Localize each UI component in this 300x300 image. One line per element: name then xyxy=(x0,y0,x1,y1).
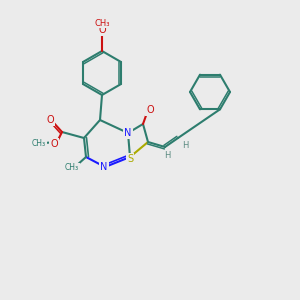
Text: CH₃: CH₃ xyxy=(65,164,79,172)
Text: O: O xyxy=(46,115,54,125)
Text: S: S xyxy=(127,154,133,164)
Text: N: N xyxy=(124,128,132,138)
Text: O: O xyxy=(98,25,106,35)
Text: O: O xyxy=(50,139,58,149)
Text: H: H xyxy=(164,151,170,160)
Text: CH₃: CH₃ xyxy=(32,139,46,148)
Text: N: N xyxy=(100,162,108,172)
Text: H: H xyxy=(182,140,188,149)
Text: O: O xyxy=(146,105,154,115)
Text: CH₃: CH₃ xyxy=(94,19,110,28)
